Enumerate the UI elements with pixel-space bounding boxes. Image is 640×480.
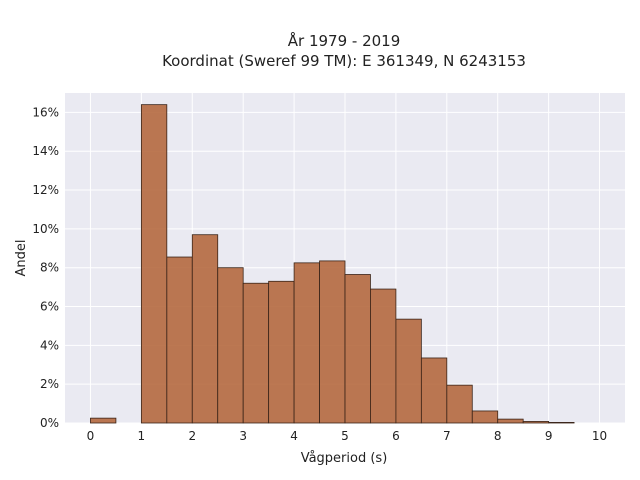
x-tick-label: 0 — [87, 429, 95, 443]
y-tick-label: 12% — [32, 183, 59, 197]
x-tick-label: 6 — [392, 429, 400, 443]
x-tick-label: 4 — [290, 429, 298, 443]
x-axis-label: Vågperiod (s) — [301, 451, 388, 466]
x-tick-label: 7 — [443, 429, 451, 443]
histogram-bar — [191, 234, 219, 424]
x-tick-label: 1 — [138, 429, 146, 443]
y-axis-label: Andel — [14, 240, 29, 277]
histogram-bar — [293, 262, 320, 424]
y-tick-label: 6% — [40, 300, 59, 314]
x-tick-label: 2 — [188, 429, 196, 443]
y-tick-label: 16% — [32, 105, 59, 119]
histogram-bar — [242, 282, 270, 424]
histogram-bar — [166, 256, 193, 424]
y-tick-label: 2% — [40, 377, 59, 391]
histogram-bar — [446, 384, 473, 424]
histogram-bar — [217, 267, 244, 424]
y-tick-label: 0% — [40, 416, 59, 430]
histogram-bar — [395, 318, 422, 424]
histogram-bar — [370, 288, 397, 424]
histogram-bar — [344, 274, 371, 424]
x-axis-ticks: 0 1 2 3 4 5 6 7 8 9 10 — [87, 429, 608, 443]
histogram-bar — [471, 410, 499, 424]
histogram-bar — [90, 417, 117, 424]
bars — [90, 104, 575, 424]
y-tick-label: 4% — [40, 338, 59, 352]
chart-title-line-2: Koordinat (Sweref 99 TM): E 361349, N 62… — [162, 52, 526, 70]
histogram-bar — [497, 418, 524, 424]
y-tick-label: 8% — [40, 261, 59, 275]
x-tick-label: 9 — [545, 429, 553, 443]
y-tick-label: 10% — [32, 222, 59, 236]
y-axis-ticks: 0% 2% 4% 6% 8% 10% 12% 14% 16% — [32, 105, 59, 430]
histogram-bar — [140, 104, 168, 424]
x-tick-label: 5 — [341, 429, 349, 443]
y-tick-label: 14% — [32, 144, 59, 158]
histogram-bar — [319, 260, 346, 424]
x-tick-label: 10 — [592, 429, 607, 443]
histogram-bar — [268, 280, 295, 424]
x-tick-label: 3 — [239, 429, 247, 443]
histogram-bar — [548, 422, 575, 424]
histogram-bar — [522, 421, 550, 424]
histogram-bar — [420, 357, 448, 424]
x-tick-label: 8 — [494, 429, 502, 443]
chart-title-line-1: År 1979 - 2019 — [288, 31, 401, 50]
